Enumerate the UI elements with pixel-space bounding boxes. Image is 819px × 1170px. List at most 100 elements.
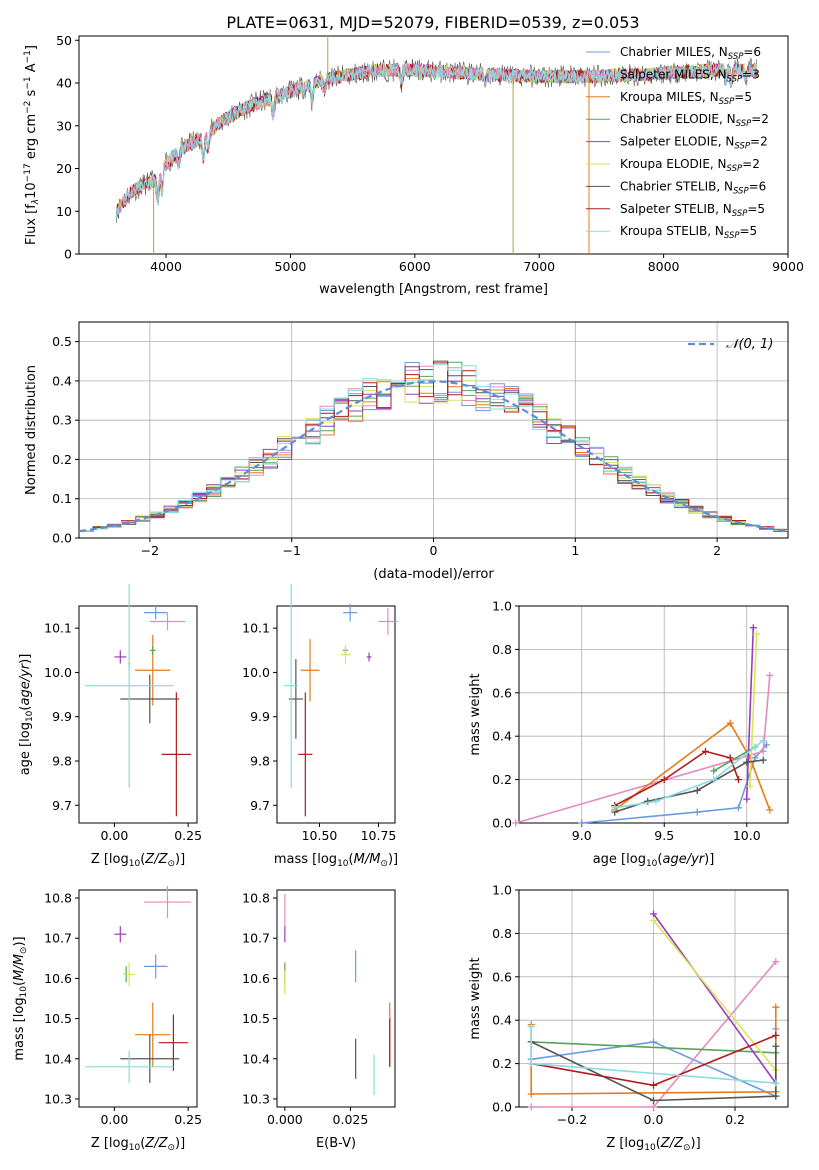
x-tick-label: 0.25	[174, 1112, 202, 1127]
legend-entry: Kroupa STELIB, NSSP=5	[620, 224, 757, 241]
y-axis-label-part: mass [log	[12, 997, 27, 1060]
x-axis-label-part: (	[657, 852, 662, 867]
y-tick-label: 0.1	[52, 491, 72, 506]
spectrum-line	[115, 62, 758, 219]
y-axis-label: age [log10(age/yr)]	[18, 654, 35, 776]
y-axis-label-part: ]	[24, 45, 39, 50]
weight-marker	[772, 1079, 780, 1087]
x-axis-label: Z [log10(Z/Z⊙)]	[91, 852, 185, 869]
legend-sub: SSP	[733, 186, 749, 196]
y-axis-label: Normed distribution	[24, 365, 39, 495]
y-tick-label: 0.4	[492, 1013, 512, 1028]
y-tick-label: 0.5	[52, 334, 72, 349]
y-axis-label-part: −1	[23, 50, 33, 63]
y-axis-label-part: M	[12, 954, 27, 965]
y-axis-label: mass weight	[468, 957, 483, 1039]
legend-entry: Kroupa ELODIE, NSSP=2	[620, 157, 760, 174]
legend-tail: =6	[749, 179, 767, 193]
x-axis-label-part: )]	[175, 852, 185, 867]
weight-series	[745, 627, 755, 800]
y-axis-label-part: Normed distribution	[24, 365, 39, 495]
weight-marker	[652, 797, 660, 805]
x-axis-label-part: mass [log	[274, 852, 337, 867]
y-tick-label: 10.5	[242, 1011, 270, 1026]
legend-text: Kroupa MILES, N	[620, 90, 719, 104]
y-tick-label: 0.2	[492, 1056, 512, 1071]
y-tick-label: 10.3	[242, 1091, 270, 1106]
x-tick-label: 6000	[399, 259, 431, 274]
weight-marker	[644, 797, 652, 805]
weight-marker	[772, 958, 780, 966]
y-tick-label: 9.8	[250, 754, 270, 769]
x-axis-label-part: (data-model)/error	[373, 567, 494, 582]
x-axis-label-part: Z	[144, 852, 155, 867]
weight-marker	[650, 1081, 657, 1089]
x-axis-label-part: /	[153, 1136, 160, 1151]
x-axis-label-part: ⊙	[683, 1143, 691, 1153]
weight-marker	[650, 1038, 657, 1046]
legend-entry: Salpeter MILES, NSSP=3	[620, 67, 760, 84]
weight-marker	[611, 804, 619, 812]
weight-marker	[759, 737, 767, 745]
residuals-panel: −2 −1 0 1 2 0.0 0.1 0.2 0.3 0.4 0.5 𝒩(0, 1) (data-mo…	[24, 321, 789, 582]
y-tick-label: 0.3	[52, 413, 72, 428]
legend-entry: 𝒩(0, 1)	[726, 337, 773, 352]
x-axis-label: Z [log10(Z/Z⊙)]	[606, 1136, 700, 1153]
x-axis-label-part: 10	[129, 1143, 141, 1153]
y-tick-label: 10.7	[242, 931, 270, 946]
y-tick-label: 10.6	[44, 971, 72, 986]
y-tick-label: 10.4	[44, 1051, 72, 1066]
y-tick-label: 1.0	[492, 883, 512, 898]
legend-text: Salpeter STELIB, N	[620, 202, 732, 216]
weight-marker	[772, 1042, 780, 1050]
x-tick-label: 9000	[772, 259, 804, 274]
x-tick-label: 2	[713, 543, 721, 558]
x-tick-label: 10.50	[302, 828, 338, 843]
y-tick-label: 0.8	[492, 926, 512, 941]
weight-series	[530, 1041, 777, 1102]
y-tick-label: 9.8	[52, 754, 72, 769]
x-tick-label: 1	[571, 543, 579, 558]
weight-series	[614, 750, 740, 807]
legend-text: Chabrier MILES, N	[620, 45, 728, 59]
x-tick-label: 0.0	[644, 1112, 664, 1127]
weight-marker	[734, 776, 742, 784]
y-tick-label: 0.2	[492, 772, 512, 787]
x-axis-label-part: )]	[175, 1136, 185, 1151]
weight-series	[614, 722, 771, 811]
y-tick-label: 10.0	[242, 665, 270, 680]
x-axis-label: mass [log10(M/M⊙)]	[274, 852, 398, 869]
x-tick-label: 7000	[523, 259, 555, 274]
y-tick-label: 0.0	[492, 816, 512, 831]
y-tick-label: 40	[56, 76, 72, 91]
weight-series	[652, 913, 777, 1084]
y-axis-label-part: )]	[18, 654, 33, 664]
axes-frame	[518, 605, 789, 824]
x-axis-label-part: )]	[704, 852, 714, 867]
axes-frame	[78, 889, 198, 1108]
y-axis-label-part: Flux [f	[24, 204, 39, 245]
legend-tail: =6	[743, 45, 761, 59]
spectrum-line	[115, 63, 758, 219]
weight-marker	[766, 671, 774, 679]
x-tick-label: 8000	[648, 259, 680, 274]
x-tick-label: −2	[141, 543, 159, 558]
y-tick-label: 0.2	[52, 452, 72, 467]
weight-marker	[650, 910, 657, 918]
legend-tail: =2	[742, 157, 760, 171]
x-axis-label-part: age [log	[593, 852, 646, 867]
x-axis-label-part: Z [log	[606, 1136, 644, 1151]
weight-marker	[512, 819, 520, 827]
weight-series	[749, 634, 758, 787]
y-tick-label: 0.8	[492, 642, 512, 657]
legend-entry: Salpeter ELODIE, NSSP=2	[620, 135, 768, 152]
y-tick-label: 1.0	[492, 599, 512, 614]
legend-sub: SSP	[727, 164, 743, 174]
y-tick-label: 0.4	[52, 373, 72, 388]
weight-marker	[766, 806, 774, 814]
y-tick-label: 9.9	[52, 709, 72, 724]
x-axis-label-part: /	[153, 852, 160, 867]
